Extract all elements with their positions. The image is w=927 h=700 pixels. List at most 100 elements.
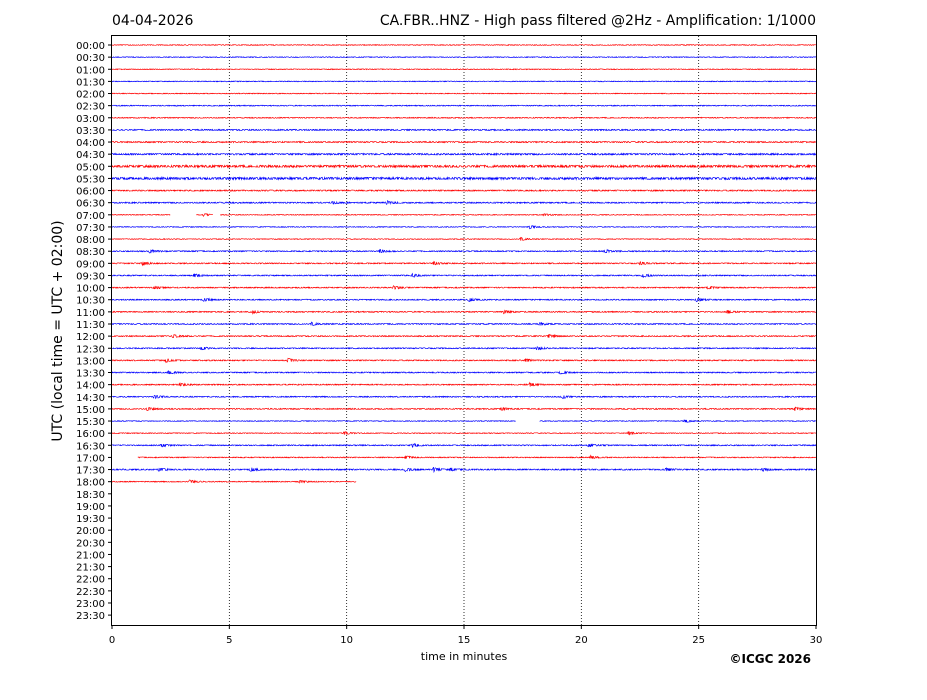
seismic-trace bbox=[111, 189, 817, 193]
y-tick-label: 02:30 bbox=[76, 102, 105, 113]
y-tick-label: 00:00 bbox=[76, 41, 105, 52]
seismic-trace bbox=[137, 454, 817, 460]
x-tick-label: 25 bbox=[692, 635, 705, 646]
x-axis: 0 5 10 15 20 25 30 bbox=[109, 625, 823, 646]
seismic-trace bbox=[111, 152, 817, 157]
y-tick-label: 08:00 bbox=[76, 235, 105, 246]
seismic-trace bbox=[111, 104, 817, 107]
y-tick-label: 05:30 bbox=[76, 174, 105, 185]
seismic-trace bbox=[111, 225, 817, 230]
seismic-trace bbox=[111, 406, 817, 412]
y-tick-label: 09:30 bbox=[76, 271, 105, 282]
y-tick-label: 02:00 bbox=[76, 90, 105, 101]
copyright-notice: ©ICGC 2026 bbox=[729, 652, 811, 666]
y-tick-label: 13:00 bbox=[76, 356, 105, 367]
y-tick-label: 11:30 bbox=[76, 320, 105, 331]
seismic-trace bbox=[111, 260, 817, 267]
seismic-trace bbox=[111, 248, 817, 254]
seismic-trace bbox=[111, 175, 817, 181]
y-tick-label: 12:30 bbox=[76, 344, 105, 355]
y-axis-label: UTC (local time = UTC + 02:00) bbox=[50, 220, 66, 441]
seismic-trace bbox=[111, 236, 817, 241]
seismic-trace bbox=[111, 128, 817, 132]
y-tick-label: 08:30 bbox=[76, 247, 105, 258]
x-tick-label: 5 bbox=[226, 635, 232, 646]
y-tick-label: 16:30 bbox=[76, 441, 105, 452]
seismic-trace bbox=[111, 419, 817, 423]
y-tick-label: 12:00 bbox=[76, 332, 105, 343]
x-tick-label: 20 bbox=[575, 635, 588, 646]
chart-title: CA.FBR..HNZ - High pass filtered @2Hz - … bbox=[380, 13, 816, 29]
seismic-trace bbox=[111, 394, 817, 400]
y-tick-label: 18:30 bbox=[76, 490, 105, 501]
y-tick-label: 03:00 bbox=[76, 114, 105, 125]
y-tick-label: 01:00 bbox=[76, 65, 105, 76]
y-tick-label: 15:30 bbox=[76, 417, 105, 428]
y-tick-label: 17:30 bbox=[76, 466, 105, 477]
seismic-trace bbox=[111, 333, 817, 339]
y-tick-label: 23:00 bbox=[76, 599, 105, 610]
x-tick-label: 10 bbox=[340, 635, 353, 646]
seismic-trace bbox=[111, 213, 817, 217]
y-tick-label: 17:00 bbox=[76, 453, 105, 464]
y-tick-label: 16:00 bbox=[76, 429, 105, 440]
seismic-trace bbox=[111, 68, 817, 71]
x-tick-label: 15 bbox=[458, 635, 471, 646]
seismic-trace bbox=[111, 43, 817, 47]
vertical-grid bbox=[228, 36, 700, 625]
x-tick-label: 30 bbox=[810, 635, 823, 646]
seismic-trace bbox=[111, 357, 817, 364]
y-tick-label: 04:30 bbox=[76, 150, 105, 161]
y-tick-label: 21:30 bbox=[76, 563, 105, 574]
seismic-trace bbox=[111, 370, 817, 375]
y-tick-label: 14:00 bbox=[76, 381, 105, 392]
y-tick-label: 07:30 bbox=[76, 223, 105, 234]
y-tick-label: 03:30 bbox=[76, 126, 105, 137]
y-tick-label: 21:00 bbox=[76, 550, 105, 561]
seismic-trace bbox=[111, 116, 817, 119]
seismic-trace bbox=[111, 163, 817, 169]
seismic-trace bbox=[111, 140, 817, 144]
y-tick-label: 23:30 bbox=[76, 611, 105, 622]
y-tick-label: 09:00 bbox=[76, 259, 105, 270]
header-date: 04-04-2026 bbox=[112, 13, 193, 29]
seismic-trace bbox=[111, 381, 817, 387]
seismic-trace bbox=[111, 346, 817, 351]
y-tick-label: 00:30 bbox=[76, 53, 105, 64]
y-tick-label: 01:30 bbox=[76, 77, 105, 88]
seismic-trace bbox=[111, 479, 357, 484]
y-tick-label: 22:30 bbox=[76, 587, 105, 598]
y-tick-label: 15:00 bbox=[76, 405, 105, 416]
y-tick-label: 13:30 bbox=[76, 369, 105, 380]
y-tick-label: 07:00 bbox=[76, 211, 105, 222]
seismic-trace bbox=[111, 466, 817, 474]
y-tick-label: 10:30 bbox=[76, 296, 105, 307]
seismic-trace bbox=[111, 297, 817, 303]
y-tick-label: 19:00 bbox=[76, 502, 105, 513]
seismic-trace bbox=[111, 321, 817, 326]
seismic-trace bbox=[111, 80, 817, 83]
seismic-trace bbox=[111, 200, 817, 205]
y-tick-label: 14:30 bbox=[76, 393, 105, 404]
y-tick-label: 11:00 bbox=[76, 308, 105, 319]
seismic-trace bbox=[111, 309, 817, 315]
y-tick-label: 19:30 bbox=[76, 514, 105, 525]
y-tick-label: 22:00 bbox=[76, 575, 105, 586]
seismic-trace bbox=[111, 285, 817, 290]
y-tick-label: 06:30 bbox=[76, 199, 105, 210]
x-axis-label: time in minutes bbox=[421, 650, 508, 663]
x-tick-label: 0 bbox=[109, 635, 115, 646]
y-tick-label: 20:00 bbox=[76, 526, 105, 537]
seismic-trace bbox=[111, 442, 817, 448]
trace-rows bbox=[111, 43, 817, 484]
y-tick-label: 06:00 bbox=[76, 187, 105, 198]
seismic-trace bbox=[111, 56, 817, 59]
y-tick-label: 04:00 bbox=[76, 138, 105, 149]
seismic-trace bbox=[111, 272, 817, 279]
seismic-trace bbox=[111, 431, 817, 436]
y-tick-label: 05:00 bbox=[76, 162, 105, 173]
y-tick-label: 10:00 bbox=[76, 284, 105, 295]
